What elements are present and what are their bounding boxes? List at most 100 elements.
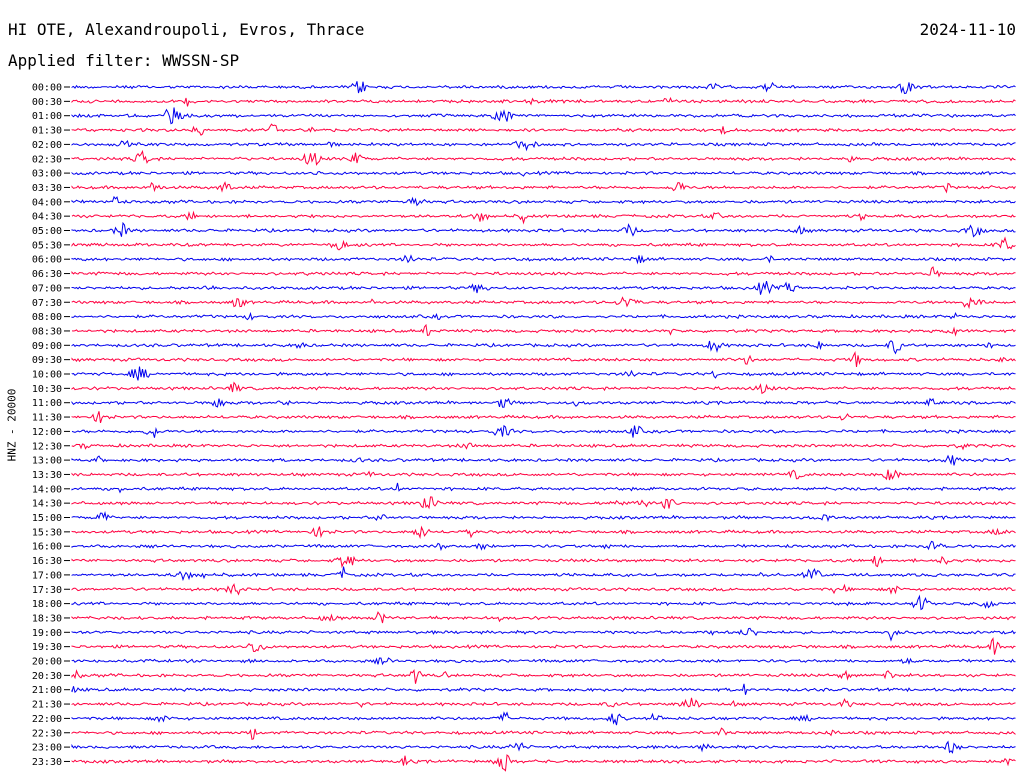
row-time-label: 18:30 <box>32 613 62 624</box>
seismic-trace <box>71 411 1016 424</box>
row-time-label: 04:00 <box>32 197 62 208</box>
seismic-trace <box>71 323 1016 337</box>
row-time-label: 13:00 <box>32 456 62 467</box>
row-time-label: 02:00 <box>32 140 62 151</box>
row-time-label: 23:00 <box>32 743 62 754</box>
row-time-label: 07:00 <box>32 283 62 294</box>
seismic-trace <box>71 711 1016 726</box>
row-time-label: 17:00 <box>32 570 62 581</box>
seismic-trace <box>71 454 1016 466</box>
seismic-trace <box>71 123 1016 136</box>
row-time-label: 09:00 <box>32 341 62 352</box>
row-time-label: 04:30 <box>32 212 62 223</box>
row-time-label: 20:00 <box>32 657 62 668</box>
row-time-label: 12:30 <box>32 441 62 452</box>
row-time-label: 01:30 <box>32 126 62 137</box>
seismic-trace <box>71 96 1016 107</box>
seismic-trace <box>71 627 1016 642</box>
seismic-trace <box>71 740 1016 754</box>
seismic-trace <box>71 221 1016 238</box>
row-time-label: 01:00 <box>32 111 62 122</box>
row-time-label: 10:00 <box>32 370 62 381</box>
seismic-trace <box>71 657 1016 666</box>
seismic-trace <box>71 469 1016 481</box>
seismic-trace <box>71 510 1016 523</box>
row-time-label: 16:00 <box>32 542 62 553</box>
row-time-label: 06:30 <box>32 269 62 280</box>
seismic-trace <box>71 482 1016 494</box>
row-time-label: 05:00 <box>32 226 62 237</box>
seismic-trace <box>71 210 1016 225</box>
row-time-label: 09:30 <box>32 355 62 366</box>
row-time-label: 14:30 <box>32 499 62 510</box>
seismic-trace <box>71 181 1016 194</box>
row-time-label: 02:30 <box>32 154 62 165</box>
seismic-trace <box>71 583 1016 596</box>
seismic-trace <box>71 296 1016 310</box>
row-time-label: 12:00 <box>32 427 62 438</box>
seismic-trace <box>71 424 1016 438</box>
row-time-label: 18:00 <box>32 599 62 610</box>
seismic-trace <box>71 697 1016 708</box>
seismic-trace <box>71 594 1016 611</box>
seismic-trace <box>71 566 1016 582</box>
filter-label: Applied filter: WWSSN-SP <box>8 51 240 70</box>
row-time-label: 14:00 <box>32 484 62 495</box>
row-time-label: 03:00 <box>32 169 62 180</box>
row-time-label: 19:30 <box>32 642 62 653</box>
seismic-trace <box>71 442 1016 451</box>
seismic-trace <box>71 81 1016 95</box>
row-time-label: 00:00 <box>32 83 62 94</box>
row-time-label: 03:30 <box>32 183 62 194</box>
row-time-label: 20:30 <box>32 671 62 682</box>
seismic-trace <box>71 727 1016 740</box>
seismic-trace <box>71 496 1016 510</box>
seismic-trace <box>71 195 1016 207</box>
row-time-label: 23:30 <box>32 757 62 768</box>
seismic-trace <box>71 754 1016 772</box>
seismic-trace <box>71 611 1016 624</box>
row-time-label: 08:30 <box>32 326 62 337</box>
seismic-trace <box>71 540 1016 552</box>
seismic-trace <box>71 525 1016 540</box>
seismic-trace <box>71 366 1016 381</box>
date-label: 2024-11-10 <box>919 20 1016 39</box>
row-time-label: 10:30 <box>32 384 62 395</box>
row-time-label: 19:00 <box>32 628 62 639</box>
seismic-trace <box>71 668 1016 684</box>
station-title: HI OTE, Alexandroupoli, Evros, Thrace <box>8 20 365 39</box>
seismic-trace <box>71 236 1016 251</box>
row-time-label: 15:30 <box>32 527 62 538</box>
seismic-trace <box>71 149 1016 166</box>
seismic-trace <box>71 381 1016 395</box>
row-time-label: 11:30 <box>32 413 62 424</box>
seismic-trace <box>71 170 1016 177</box>
seismic-trace <box>71 637 1016 655</box>
row-time-label: 05:30 <box>32 240 62 251</box>
row-time-label: 21:00 <box>32 685 62 696</box>
row-time-label: 22:00 <box>32 714 62 725</box>
row-time-label: 06:00 <box>32 255 62 266</box>
row-time-label: 15:00 <box>32 513 62 524</box>
row-time-label: 13:30 <box>32 470 62 481</box>
seismic-trace <box>71 311 1016 321</box>
seismic-trace <box>71 280 1016 295</box>
seismic-trace <box>71 555 1016 569</box>
seismic-trace <box>71 340 1016 355</box>
row-time-label: 22:30 <box>32 728 62 739</box>
seismic-trace <box>71 683 1016 695</box>
seismic-trace <box>71 107 1016 125</box>
row-time-label: 16:30 <box>32 556 62 567</box>
seismic-trace <box>71 254 1016 265</box>
seismic-trace <box>71 350 1016 367</box>
seismic-trace <box>71 139 1016 152</box>
seismic-trace <box>71 397 1016 408</box>
row-time-label: 17:30 <box>32 585 62 596</box>
row-time-label: 08:00 <box>32 312 62 323</box>
row-time-label: 11:00 <box>32 398 62 409</box>
seismic-trace <box>71 266 1016 278</box>
row-time-label: 00:30 <box>32 97 62 108</box>
row-time-label: 21:30 <box>32 700 62 711</box>
row-time-label: 07:30 <box>32 298 62 309</box>
